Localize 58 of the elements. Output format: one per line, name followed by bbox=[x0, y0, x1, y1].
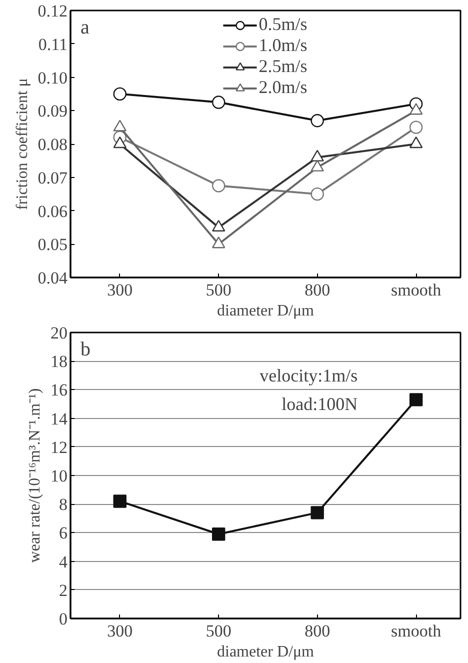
y-tick-label: 0.11 bbox=[38, 34, 68, 54]
y-tick-label: 4 bbox=[59, 552, 68, 572]
y-tick-label: 12 bbox=[50, 438, 68, 457]
y-tick-label: 0.07 bbox=[38, 168, 68, 188]
x-axis-title: diameter D/μm bbox=[217, 644, 315, 660]
y-tick-label: 20 bbox=[50, 324, 68, 342]
legend-label: 2.0m/s bbox=[258, 77, 308, 98]
point bbox=[212, 220, 226, 232]
point bbox=[113, 87, 126, 101]
y-axis-title: wear rate/(10⁻¹⁶m³.N⁻¹.m⁻¹) bbox=[26, 388, 44, 563]
annotation: velocity:1m/s bbox=[260, 365, 358, 386]
point bbox=[409, 136, 423, 148]
point bbox=[409, 103, 423, 115]
point bbox=[409, 120, 423, 134]
x-tick-label: 800 bbox=[304, 280, 330, 300]
x-tick-label: 300 bbox=[107, 280, 133, 300]
legend-label: 2.5m/s bbox=[258, 56, 308, 77]
y-tick-label: 0.09 bbox=[38, 102, 68, 121]
x-tick-label: 300 bbox=[107, 622, 133, 640]
legend-label: 0.5m/s bbox=[258, 14, 308, 35]
point bbox=[113, 120, 126, 132]
y-tick-label: 0.06 bbox=[38, 202, 68, 221]
y-tick-label: 6 bbox=[59, 524, 68, 543]
point bbox=[212, 528, 226, 541]
y-tick-label: 16 bbox=[50, 380, 68, 400]
y-tick-label: 0.12 bbox=[38, 2, 68, 20]
y-tick-label: 0.04 bbox=[38, 268, 68, 288]
x-tick-label: smooth bbox=[391, 280, 442, 300]
point bbox=[310, 187, 324, 201]
y-axis-title: friction coefficient μ bbox=[14, 78, 31, 210]
point bbox=[113, 494, 126, 508]
annotation: b bbox=[80, 338, 90, 360]
x-tick-label: smooth bbox=[391, 622, 442, 640]
y-tick-label: 18 bbox=[50, 352, 68, 372]
point bbox=[212, 236, 226, 248]
point bbox=[310, 160, 324, 172]
y-tick-label: 2 bbox=[59, 580, 68, 600]
point bbox=[113, 136, 126, 148]
annotation: a bbox=[80, 16, 90, 38]
x-tick-label: 800 bbox=[304, 622, 330, 640]
point bbox=[310, 150, 324, 162]
x-tick-label: 500 bbox=[206, 280, 232, 300]
point bbox=[212, 96, 226, 109]
y-tick-label: 0.08 bbox=[38, 135, 68, 154]
y-tick-label: 14 bbox=[50, 409, 68, 428]
x-axis-title: diameter D/μm bbox=[217, 302, 315, 320]
y-tick-label: 0.10 bbox=[38, 68, 68, 88]
point bbox=[310, 114, 324, 128]
point bbox=[212, 179, 226, 192]
y-tick-label: 0 bbox=[59, 610, 68, 628]
annotation: load:100N bbox=[282, 394, 358, 414]
y-tick-label: 10 bbox=[50, 466, 68, 486]
point bbox=[310, 506, 324, 520]
legend-label: 1.0m/s bbox=[258, 35, 308, 56]
x-tick-label: 500 bbox=[206, 622, 232, 640]
point bbox=[409, 393, 423, 406]
y-tick-label: 8 bbox=[59, 495, 68, 514]
y-tick-label: 0.05 bbox=[38, 235, 68, 254]
